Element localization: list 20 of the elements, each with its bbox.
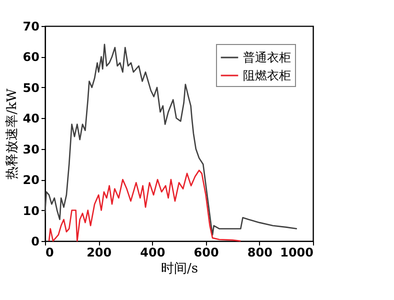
x-axis-title: 时间/s <box>160 262 198 276</box>
x-tick-label: 400 <box>140 246 166 260</box>
x-tick-label: 0 <box>46 246 54 260</box>
y-tick-label: 40 <box>22 112 40 126</box>
x-tick-label: 600 <box>194 246 219 260</box>
y-tick-label: 60 <box>22 50 40 64</box>
y-tick-label: 50 <box>22 80 40 95</box>
y-tick-label: 20 <box>22 173 40 188</box>
legend-label: 阻燃衣柜 <box>243 68 291 82</box>
y-tick-label: 10 <box>22 204 40 218</box>
line-series <box>48 170 242 242</box>
legend-label: 普通衣柜 <box>243 50 291 64</box>
x-tick-label: 800 <box>247 246 272 260</box>
y-tick-label: 0 <box>31 234 40 248</box>
line-series <box>44 44 298 236</box>
y-axis-title: 热释放速率/kW <box>4 88 20 180</box>
x-tick-label: 200 <box>86 246 112 260</box>
y-tick-label: 70 <box>22 20 40 34</box>
x-tick-label: 1000 <box>280 246 314 260</box>
y-tick-label: 30 <box>22 142 40 156</box>
